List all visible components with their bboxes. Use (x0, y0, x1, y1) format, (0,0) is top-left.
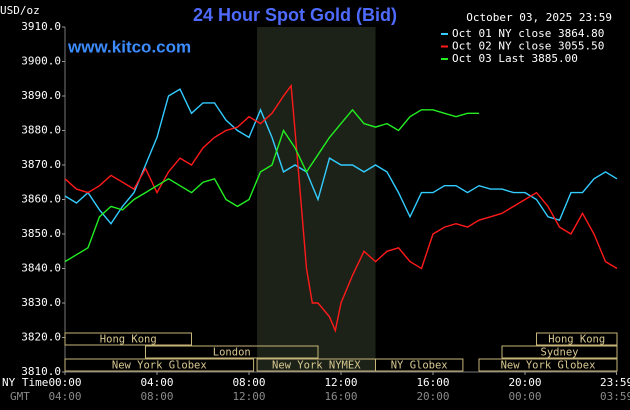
session-highlight (257, 27, 376, 372)
session-label: London (213, 347, 251, 359)
x-tick-label: 23:59 (600, 376, 630, 389)
session-box (145, 345, 319, 359)
session-box (375, 358, 464, 372)
x-tick-label: 12:00 (324, 376, 357, 389)
y-tick-label: 3910.0 (21, 20, 61, 33)
x2-tick-label: 20:00 (416, 390, 449, 403)
x-tick-label: 00:00 (48, 376, 81, 389)
y-tick-label: 3820.0 (21, 331, 61, 344)
x2-tick-label: 16:00 (324, 390, 357, 403)
timestamp: October 03, 2025 23:59 (466, 11, 612, 24)
session-label: NY Globex (391, 360, 448, 372)
y-tick-label: 3880.0 (21, 124, 61, 137)
session-box (501, 345, 618, 359)
site-label: www.kitco.com (67, 37, 191, 56)
x2-axis-label: GMT (10, 390, 30, 403)
unit-label: USD/oz (0, 4, 40, 17)
x-tick-label: 20:00 (508, 376, 541, 389)
x2-tick-label: 12:00 (232, 390, 265, 403)
y-tick-label: 3890.0 (21, 89, 61, 102)
session-label: Sydney (541, 347, 579, 359)
session-box (64, 358, 255, 372)
legend-label: Oct 01 NY close 3864.80 (452, 27, 604, 40)
x-axis-label: NY Time (2, 376, 48, 389)
x-tick-label: 04:00 (140, 376, 173, 389)
session-box (536, 332, 618, 346)
session-label: Hong Kong (548, 334, 605, 346)
y-tick-label: 3850.0 (21, 227, 61, 240)
legend-label: Oct 02 NY close 3055.50 (452, 40, 604, 53)
y-tick-label: 3860.0 (21, 193, 61, 206)
x2-tick-label: 08:00 (140, 390, 173, 403)
session-label: New York Globex (112, 360, 207, 372)
y-tick-label: 3810.0 (21, 365, 61, 378)
y-tick-label: 3900.0 (21, 55, 61, 68)
session-label: Hong Kong (100, 334, 157, 346)
session-box (64, 332, 192, 346)
series-line (64, 83, 618, 333)
y-tick-label: 3840.0 (21, 262, 61, 275)
series-line (64, 108, 479, 263)
session-label: New York NYMEX (272, 360, 361, 372)
y-tick-label: 3830.0 (21, 296, 61, 309)
legend-label: Oct 03 Last 3885.00 (452, 52, 578, 65)
x2-tick-label: 03:59 (600, 390, 630, 403)
x-tick-label: 08:00 (232, 376, 265, 389)
chart-title: 24 Hour Spot Gold (Bid) (193, 5, 397, 25)
session-box (478, 358, 618, 372)
x2-tick-label: 00:00 (508, 390, 541, 403)
x-tick-label: 16:00 (416, 376, 449, 389)
x2-tick-label: 04:00 (48, 390, 81, 403)
session-label: New York Globex (501, 360, 596, 372)
y-tick-label: 3870.0 (21, 158, 61, 171)
series-line (64, 88, 618, 225)
